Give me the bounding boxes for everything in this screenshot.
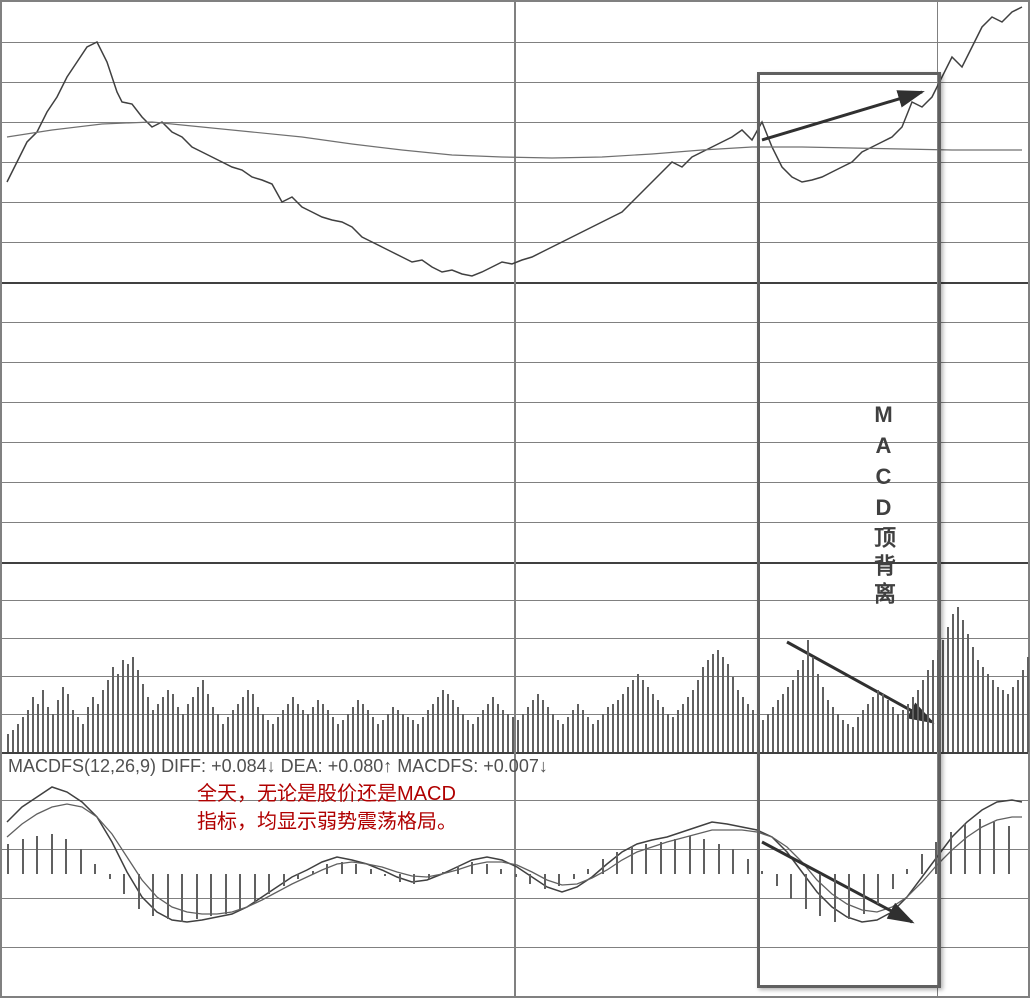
macdfs-label: MACDFS:	[397, 756, 478, 776]
diff-value: +0.084	[211, 756, 267, 776]
macd-prefix: MACDFS(12,26,9)	[8, 756, 156, 776]
dea-label: DEA:	[281, 756, 323, 776]
dea-value: +0.080	[328, 756, 384, 776]
annotation-line1: 全天，无论是股价还是MACD	[197, 780, 457, 808]
macdfs-arrow-icon: ↓	[539, 756, 548, 776]
diff-arrow-icon: ↓	[267, 756, 276, 776]
macd-indicator-label: MACDFS(12,26,9) DIFF: +0.084↓ DEA: +0.08…	[8, 756, 548, 777]
diff-label: DIFF:	[161, 756, 206, 776]
macdfs-value: +0.007	[483, 756, 539, 776]
annotation-line2: 指标，均显示弱势震荡格局。	[197, 808, 457, 836]
stock-chart-container: MACDFS(12,26,9) DIFF: +0.084↓ DEA: +0.08…	[0, 0, 1030, 998]
dea-arrow-icon: ↑	[383, 756, 392, 776]
annotation-text: 全天，无论是股价还是MACD 指标，均显示弱势震荡格局。	[197, 780, 457, 836]
macd-divergence-label: MACD顶背离	[867, 402, 899, 610]
